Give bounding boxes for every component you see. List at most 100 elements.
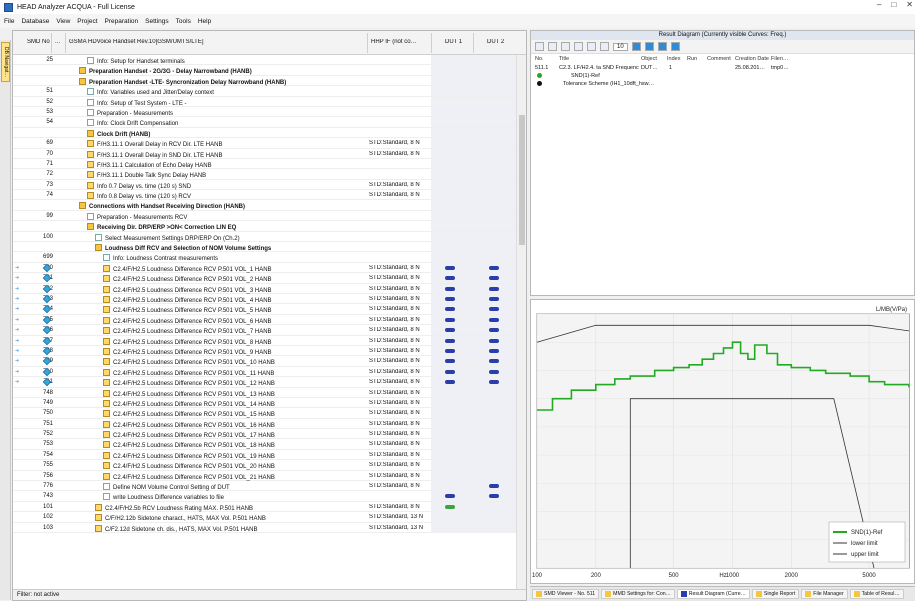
tree-row[interactable]: 710➜C2.4/F/H2.5 Loudness Difference RCV … [13,366,517,378]
tree-row[interactable]: 700➜C2.4/F/H2.5 Loudness Difference RCV … [13,262,517,274]
tree-row[interactable]: 708➜C2.4/F/H2.5 Loudness Difference RCV … [13,345,517,357]
tree-row[interactable]: 751 C2.4/F/H2.5 Loudness Difference RCV P… [13,418,517,430]
minimize-button[interactable]: – [877,0,882,9]
tree-row[interactable]: 776 Define NOM Volume Control Setting of … [13,481,517,492]
tree-row[interactable]: 70 F/H3.11.1 Overall Delay in SND Dir. LT… [13,148,517,159]
th-filename[interactable]: Filen… [771,56,789,62]
menu-settings[interactable]: Settings [145,17,169,25]
tree-row[interactable]: Receiving Dir. DRP/ERP >ON< Correction L… [13,221,517,232]
nav-left-icon[interactable] [657,42,667,51]
nav-right-icon[interactable] [670,42,680,51]
tree-row[interactable]: 704➜C2.4/F/H2.5 Loudness Difference RCV … [13,304,517,315]
tree-row[interactable]: 705➜C2.4/F/H2.5 Loudness Difference RCV … [13,314,517,326]
nav-down-icon[interactable] [644,42,654,51]
menu-project[interactable]: Project [77,17,98,25]
tree-row[interactable]: 709➜C2.4/F/H2.5 Loudness Difference RCV … [13,356,517,367]
row-dut1 [431,55,473,65]
th-title[interactable]: Title [559,56,570,62]
tree-row[interactable]: 99 Preparation - Measurements RCV [13,210,517,222]
status-pill [489,380,499,385]
close-button[interactable]: ✕ [906,0,913,9]
tab-table-of-results[interactable]: Table of Resul… [849,589,904,599]
col-smd-no[interactable]: SMD No [27,39,50,45]
tree-row[interactable]: 701➜C2.4/F/H2.5 Loudness Difference RCV … [13,273,517,284]
tree-row[interactable]: 101 C2.4/F/H2.5b RCV Loudness Rating MAX.… [13,501,517,513]
tree-row[interactable]: 749 C2.4/F/H2.5 Loudness Difference RCV P… [13,397,517,409]
tree-row[interactable]: 25 Info: Setup for Handset terminals [13,55,517,66]
tree-row[interactable]: 743 write Loudness Difference variables t… [13,491,517,502]
tree-row[interactable]: Clock Drift (HANB) [13,127,517,139]
menu-help[interactable]: Help [197,17,212,25]
tree-row[interactable]: 707➜C2.4/F/H2.5 Loudness Difference RCV … [13,335,517,346]
th-creation-date[interactable]: Creation Date [735,56,769,62]
tree-row[interactable]: 72 F/H3.11.1 Double Talk Sync Delay HANB [13,169,517,180]
export-icon[interactable] [587,42,596,51]
tree-row[interactable]: Preparation Handset - 2G/3G - Delay Narr… [13,65,517,76]
maximize-button[interactable]: □ [891,0,897,9]
row-smd-no: 102 [42,514,53,521]
tree-row[interactable]: 52 Info: Setup of Test System - LTE - [13,96,517,107]
menu-preparation[interactable]: Preparation [104,17,139,25]
tree-row[interactable]: 53 Preparation - Measurements [13,106,517,118]
tree-row[interactable]: 706➜C2.4/F/H2.5 Loudness Difference RCV … [13,325,517,336]
tree-row[interactable]: 73 Info 0.7 Delay vs. time (120 s) SND STD… [13,179,517,191]
curve-icon[interactable] [561,42,570,51]
new-icon[interactable] [548,42,557,51]
tree-row[interactable]: Connections with Handset Receiving Direc… [13,200,517,211]
tree-row[interactable]: 74 Info 0.8 Delay vs. time (120 s) RCV STD… [13,190,517,201]
tree-row[interactable]: 103 C/F2.12d Sidetone ch. dis., HATS, MAX… [13,522,517,533]
tree-row[interactable]: Preparation Handset -LTE- Syncronization… [13,75,517,87]
tree-row[interactable]: Loudness Diff RCV and Selection of NOM V… [13,242,517,253]
tree-row[interactable]: 54 Info: Clock Drift Compensation [13,117,517,128]
col-name[interactable]: GSMA HDVoice Handset Rev.10[GSM/UMTS/LTE… [69,39,204,45]
row-title: F/H3.11.1 Overall Delay in RCV Dir. LTE … [97,142,223,149]
filter-icon[interactable] [535,42,544,51]
tree-row[interactable]: 748 C2.4/F/H2.5 Loudness Difference RCV P… [13,387,517,398]
col-dots[interactable]: ... [55,39,61,45]
tree-row[interactable]: 756 C2.4/F/H2.5 Loudness Difference RCV P… [13,470,517,482]
col-dut1[interactable]: DUT 1 [445,39,463,45]
db-navigator-tab[interactable]: DB Navigat… [1,42,10,82]
th-run[interactable]: Run [687,56,698,62]
scroll-thumb[interactable] [519,115,525,245]
tree-row[interactable]: 754 C2.4/F/H2.5 Loudness Difference RCV P… [13,449,517,461]
nav-up-icon[interactable] [631,42,641,51]
tree-row[interactable]: 752 C2.4/F/H2.5 Loudness Difference RCV P… [13,429,517,440]
frequency-response-chart[interactable]: 100 200 500 1000 2000 5000 Hz L/MB(V/Pa) SND(1)-… [531,300,915,585]
col-dut2[interactable]: DUT 2 [487,39,505,45]
tab-smd-viewer[interactable]: SMD Viewer - No. 511 [532,589,600,599]
tree-row[interactable]: 71 F/H3.11.1 Calculation of Echo Delay HA… [13,158,517,170]
menu-file[interactable]: File [4,17,15,25]
menu-database[interactable]: Database [21,17,50,25]
tree-row[interactable]: 702➜C2.4/F/H2.5 Loudness Difference RCV … [13,283,517,294]
tree-row[interactable]: 51 Info: Variables used and Jitter/Delay … [13,86,517,97]
th-object[interactable]: Object [641,56,657,62]
tree-row[interactable]: 703➜C2.4/F/H2.5 Loudness Difference RCV … [13,293,517,305]
tab-single-report[interactable]: Single Report [751,589,800,599]
result-row[interactable]: 511.1 C2.3. LF/H2.4. ta SND Frequency r…… [531,64,914,72]
tree-row[interactable]: 69 F/H3.11.1 Overall Delay in RCV Dir. LT… [13,138,517,149]
tree-row[interactable]: 753 C2.4/F/H2.5 Loudness Difference RCV P… [13,439,517,450]
menu-view[interactable]: View [56,17,71,25]
th-no[interactable]: No. [535,56,544,62]
menu-tools[interactable]: Tools [175,17,191,25]
tree-row[interactable]: 102 C/F/H2.12b Sidetone charact., HATS, M… [13,512,517,523]
col-hhp[interactable]: HHP IF (not co… [371,39,417,45]
tab-result-diagram[interactable]: Result Diagram (Curre… [676,589,750,599]
tree-scrollbar[interactable] [516,55,526,589]
tree-row[interactable]: 750 C2.4/F/H2.5 Loudness Difference RCV P… [13,408,517,419]
tab-mmd-settings[interactable]: MMD Settings for: Con… [601,589,675,599]
curve-row[interactable]: SND(1)-Ref [531,72,914,80]
edit-icon[interactable] [574,42,583,51]
tolerance-row[interactable]: Tolerance Scheme (IH1_10dft_hsw… [531,80,914,88]
tree-row[interactable]: 100 Select Measurement Settings DRP/ERP O… [13,231,517,243]
folder-icon [103,347,110,355]
tree-row[interactable]: 755 C2.4/F/H2.5 Loudness Difference RCV P… [13,460,517,471]
zoom-field[interactable]: 10 [613,42,628,51]
tree-row[interactable]: 699 Info: Loudness Contrast measurements [13,252,517,263]
tab-file-manager[interactable]: File Manager [801,589,848,599]
tree-row[interactable]: 711➜C2.4/F/H2.5 Loudness Difference RCV … [13,377,517,388]
th-comment[interactable]: Comment [707,56,731,62]
lock-icon[interactable] [600,42,609,51]
th-index[interactable]: Index [667,56,681,62]
